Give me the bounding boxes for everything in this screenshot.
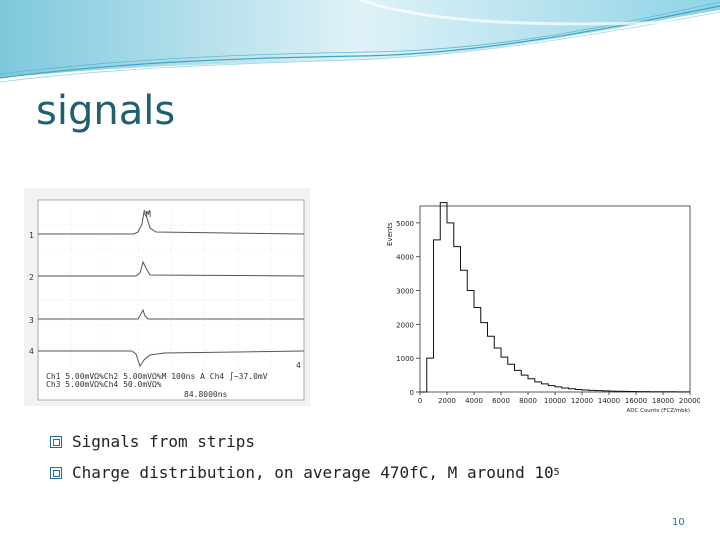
- hist-xtick-label: 12000: [571, 397, 593, 405]
- bullet-item: Charge distribution, on average 470fC, M…: [50, 457, 560, 488]
- hist-ytick-label: 2000: [396, 321, 414, 329]
- scope-channel-markers: 1 2 3 4: [29, 231, 34, 356]
- bullet-list: Signals from strips Charge distribution,…: [50, 426, 560, 488]
- header-banner: [0, 0, 720, 83]
- scope-ch4-marker: 4: [296, 361, 301, 370]
- charge-histogram: 0 1000 2000 3000 4000 5000 0 2000 4000 6000 8000 10…: [380, 196, 701, 414]
- scope-channel-3-label: 3: [29, 316, 34, 325]
- hist-ytick-label: 4000: [396, 254, 414, 262]
- hist-xtick-label: 0: [418, 397, 422, 405]
- hist-xtick-label: 14000: [598, 397, 620, 405]
- page-number: 10: [672, 517, 685, 528]
- hist-xtick-label: 16000: [625, 397, 647, 405]
- scope-trace-4: [38, 350, 305, 368]
- bullet-superscript: 5: [553, 467, 560, 478]
- hist-xtick-label: 4000: [465, 397, 483, 405]
- hist-xtick-label: 20000: [679, 397, 700, 405]
- scope-channel-1-label: 1: [29, 231, 34, 240]
- scope-trace-1: [38, 210, 305, 235]
- scope-readout-line2: Ch3 5.00mVΩ%Ch4 50.0mVΩ%: [46, 380, 162, 389]
- scope-channel-2-label: 2: [29, 273, 34, 282]
- bullet-item: Signals from strips: [50, 426, 560, 457]
- hist-xtick-label: 10000: [544, 397, 566, 405]
- scope-trace-3: [38, 308, 304, 320]
- bullet-text: Charge distribution, on average 470fC, M…: [72, 463, 554, 482]
- hist-xlabel: ADC Counts (FCZ/mbk): [627, 408, 690, 414]
- slide-title: signals: [36, 88, 176, 134]
- bullet-text: Signals from strips: [72, 432, 256, 451]
- hist-ytick-label: 5000: [396, 220, 414, 228]
- hist-series-line: [420, 202, 690, 393]
- scope-readout-line1: Ch1 5.00mVΩ%Ch2 5.00mVΩ%M 100ns A Ch4 ∫−…: [46, 372, 268, 381]
- hist-xtick-label: 6000: [492, 397, 510, 405]
- hist-xtick-label: 2000: [438, 397, 456, 405]
- scope-trigger-marker: M: [146, 210, 151, 219]
- scope-readout-line3: 84.8000ns: [184, 390, 228, 399]
- scope-trace-2: [38, 260, 305, 277]
- hist-ytick-label: 3000: [396, 288, 414, 296]
- hist-xtick-label: 8000: [519, 397, 537, 405]
- bullet-marker-icon: [50, 435, 62, 448]
- oscilloscope-screenshot: M 1 2 3 4 4 Ch1 5.00mVΩ%Ch2 5.00mVΩ%M 10…: [24, 188, 310, 406]
- hist-ytick-label: 0: [410, 389, 414, 397]
- bullet-marker-icon: [50, 466, 62, 479]
- hist-ytick-label: 1000: [396, 355, 414, 363]
- hist-ylabel: Events: [386, 222, 394, 246]
- scope-channel-4-label: 4: [29, 347, 34, 356]
- hist-xtick-label: 18000: [652, 397, 674, 405]
